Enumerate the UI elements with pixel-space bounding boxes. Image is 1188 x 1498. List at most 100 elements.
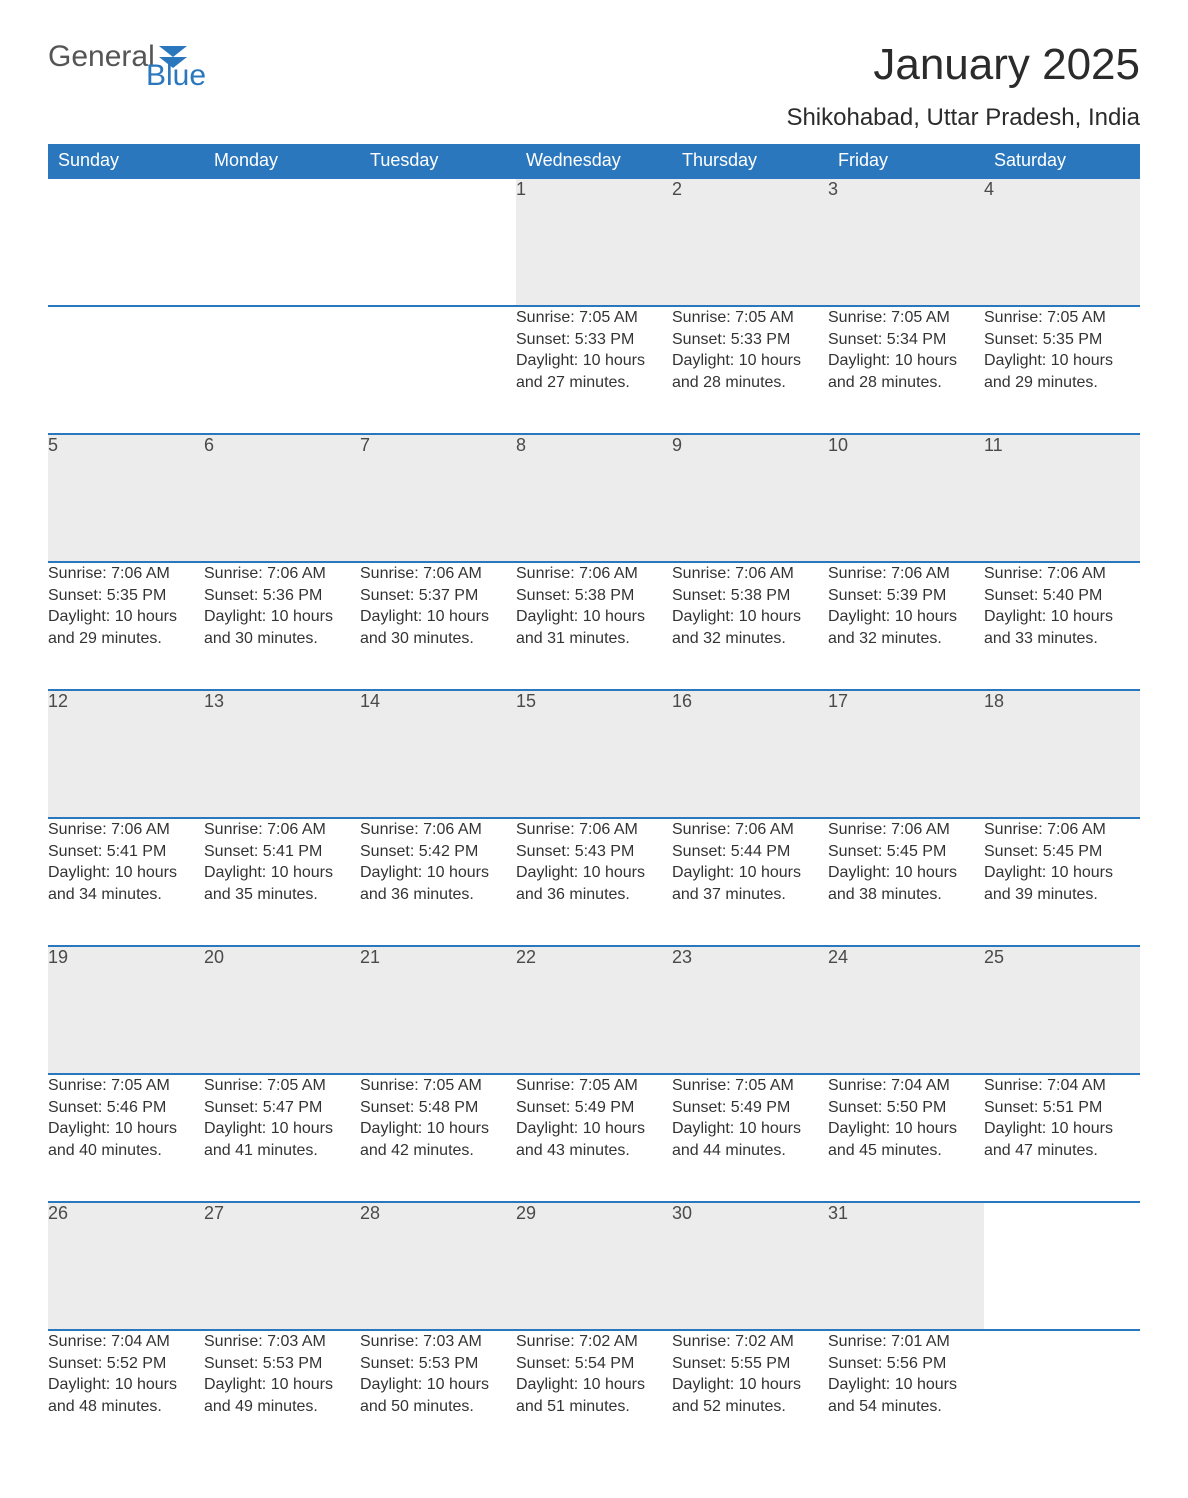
- day-number-cell: [984, 1202, 1140, 1330]
- brand-logo: General Blue: [48, 40, 193, 74]
- col-sunday: Sunday: [48, 144, 204, 178]
- week-daynum-row: 567891011: [48, 434, 1140, 562]
- daylight-line: Daylight: 10 hours and 33 minutes.: [984, 606, 1140, 649]
- sunset-line: Sunset: 5:55 PM: [672, 1353, 828, 1375]
- sunset-line: Sunset: 5:39 PM: [828, 585, 984, 607]
- day-content-cell: Sunrise: 7:04 AMSunset: 5:52 PMDaylight:…: [48, 1330, 204, 1458]
- day-content-cell: Sunrise: 7:05 AMSunset: 5:33 PMDaylight:…: [672, 306, 828, 434]
- sunrise-line: Sunrise: 7:06 AM: [828, 563, 984, 585]
- daylight-line: Daylight: 10 hours and 42 minutes.: [360, 1118, 516, 1161]
- daylight-line: Daylight: 10 hours and 48 minutes.: [48, 1374, 204, 1417]
- sunrise-line: Sunrise: 7:06 AM: [984, 563, 1140, 585]
- title-block: January 2025 Shikohabad, Uttar Pradesh, …: [786, 40, 1140, 144]
- sunset-line: Sunset: 5:56 PM: [828, 1353, 984, 1375]
- daylight-line: Daylight: 10 hours and 28 minutes.: [672, 350, 828, 393]
- day-header-row: Sunday Monday Tuesday Wednesday Thursday…: [48, 144, 1140, 178]
- col-friday: Friday: [828, 144, 984, 178]
- week-content-row: Sunrise: 7:06 AMSunset: 5:41 PMDaylight:…: [48, 818, 1140, 946]
- sunrise-line: Sunrise: 7:05 AM: [204, 1075, 360, 1097]
- day-number-cell: 28: [360, 1202, 516, 1330]
- daylight-line: Daylight: 10 hours and 28 minutes.: [828, 350, 984, 393]
- sunrise-line: Sunrise: 7:05 AM: [672, 1075, 828, 1097]
- calendar-table: Sunday Monday Tuesday Wednesday Thursday…: [48, 144, 1140, 1458]
- sunset-line: Sunset: 5:52 PM: [48, 1353, 204, 1375]
- day-number-cell: 25: [984, 946, 1140, 1074]
- week-content-row: Sunrise: 7:05 AMSunset: 5:33 PMDaylight:…: [48, 306, 1140, 434]
- sunset-line: Sunset: 5:41 PM: [204, 841, 360, 863]
- day-content-cell: Sunrise: 7:04 AMSunset: 5:51 PMDaylight:…: [984, 1074, 1140, 1202]
- daylight-line: Daylight: 10 hours and 36 minutes.: [516, 862, 672, 905]
- sunset-line: Sunset: 5:38 PM: [516, 585, 672, 607]
- day-content-cell: Sunrise: 7:02 AMSunset: 5:54 PMDaylight:…: [516, 1330, 672, 1458]
- sunset-line: Sunset: 5:54 PM: [516, 1353, 672, 1375]
- week-content-row: Sunrise: 7:04 AMSunset: 5:52 PMDaylight:…: [48, 1330, 1140, 1458]
- day-number-cell: [204, 178, 360, 306]
- day-content-cell: Sunrise: 7:05 AMSunset: 5:48 PMDaylight:…: [360, 1074, 516, 1202]
- day-number-cell: 24: [828, 946, 984, 1074]
- week-daynum-row: 19202122232425: [48, 946, 1140, 1074]
- sunrise-line: Sunrise: 7:06 AM: [360, 819, 516, 841]
- day-number-cell: 11: [984, 434, 1140, 562]
- day-number-cell: 1: [516, 178, 672, 306]
- sunset-line: Sunset: 5:45 PM: [984, 841, 1140, 863]
- daylight-line: Daylight: 10 hours and 39 minutes.: [984, 862, 1140, 905]
- sunrise-line: Sunrise: 7:06 AM: [672, 819, 828, 841]
- sunrise-line: Sunrise: 7:02 AM: [672, 1331, 828, 1353]
- daylight-line: Daylight: 10 hours and 30 minutes.: [204, 606, 360, 649]
- day-number-cell: 9: [672, 434, 828, 562]
- daylight-line: Daylight: 10 hours and 37 minutes.: [672, 862, 828, 905]
- day-content-cell: Sunrise: 7:04 AMSunset: 5:50 PMDaylight:…: [828, 1074, 984, 1202]
- day-number-cell: 31: [828, 1202, 984, 1330]
- day-content-cell: Sunrise: 7:06 AMSunset: 5:41 PMDaylight:…: [48, 818, 204, 946]
- sunrise-line: Sunrise: 7:05 AM: [828, 307, 984, 329]
- sunset-line: Sunset: 5:50 PM: [828, 1097, 984, 1119]
- week-content-row: Sunrise: 7:06 AMSunset: 5:35 PMDaylight:…: [48, 562, 1140, 690]
- day-number-cell: 22: [516, 946, 672, 1074]
- sunrise-line: Sunrise: 7:05 AM: [516, 1075, 672, 1097]
- sunrise-line: Sunrise: 7:03 AM: [360, 1331, 516, 1353]
- daylight-line: Daylight: 10 hours and 32 minutes.: [672, 606, 828, 649]
- sunrise-line: Sunrise: 7:03 AM: [204, 1331, 360, 1353]
- sunset-line: Sunset: 5:43 PM: [516, 841, 672, 863]
- sunrise-line: Sunrise: 7:06 AM: [672, 563, 828, 585]
- daylight-line: Daylight: 10 hours and 49 minutes.: [204, 1374, 360, 1417]
- daylight-line: Daylight: 10 hours and 40 minutes.: [48, 1118, 204, 1161]
- day-content-cell: [48, 306, 204, 434]
- sunset-line: Sunset: 5:33 PM: [516, 329, 672, 351]
- day-number-cell: 13: [204, 690, 360, 818]
- daylight-line: Daylight: 10 hours and 51 minutes.: [516, 1374, 672, 1417]
- sunset-line: Sunset: 5:51 PM: [984, 1097, 1140, 1119]
- day-content-cell: Sunrise: 7:06 AMSunset: 5:45 PMDaylight:…: [828, 818, 984, 946]
- week-daynum-row: 12131415161718: [48, 690, 1140, 818]
- day-content-cell: Sunrise: 7:06 AMSunset: 5:38 PMDaylight:…: [516, 562, 672, 690]
- day-content-cell: Sunrise: 7:02 AMSunset: 5:55 PMDaylight:…: [672, 1330, 828, 1458]
- day-number-cell: 7: [360, 434, 516, 562]
- day-content-cell: Sunrise: 7:03 AMSunset: 5:53 PMDaylight:…: [204, 1330, 360, 1458]
- sunset-line: Sunset: 5:41 PM: [48, 841, 204, 863]
- sunset-line: Sunset: 5:34 PM: [828, 329, 984, 351]
- day-content-cell: Sunrise: 7:05 AMSunset: 5:47 PMDaylight:…: [204, 1074, 360, 1202]
- sunrise-line: Sunrise: 7:06 AM: [204, 563, 360, 585]
- day-content-cell: Sunrise: 7:05 AMSunset: 5:46 PMDaylight:…: [48, 1074, 204, 1202]
- daylight-line: Daylight: 10 hours and 43 minutes.: [516, 1118, 672, 1161]
- brand-part1: General: [48, 40, 155, 74]
- sunset-line: Sunset: 5:37 PM: [360, 585, 516, 607]
- day-content-cell: Sunrise: 7:05 AMSunset: 5:49 PMDaylight:…: [516, 1074, 672, 1202]
- sunrise-line: Sunrise: 7:05 AM: [360, 1075, 516, 1097]
- daylight-line: Daylight: 10 hours and 27 minutes.: [516, 350, 672, 393]
- daylight-line: Daylight: 10 hours and 32 minutes.: [828, 606, 984, 649]
- daylight-line: Daylight: 10 hours and 41 minutes.: [204, 1118, 360, 1161]
- day-number-cell: [360, 178, 516, 306]
- day-number-cell: 20: [204, 946, 360, 1074]
- day-number-cell: 27: [204, 1202, 360, 1330]
- day-content-cell: Sunrise: 7:05 AMSunset: 5:34 PMDaylight:…: [828, 306, 984, 434]
- day-content-cell: Sunrise: 7:05 AMSunset: 5:49 PMDaylight:…: [672, 1074, 828, 1202]
- sunset-line: Sunset: 5:33 PM: [672, 329, 828, 351]
- day-number-cell: 15: [516, 690, 672, 818]
- day-content-cell: Sunrise: 7:06 AMSunset: 5:43 PMDaylight:…: [516, 818, 672, 946]
- day-content-cell: Sunrise: 7:06 AMSunset: 5:44 PMDaylight:…: [672, 818, 828, 946]
- sunrise-line: Sunrise: 7:06 AM: [984, 819, 1140, 841]
- day-number-cell: 30: [672, 1202, 828, 1330]
- day-content-cell: Sunrise: 7:06 AMSunset: 5:41 PMDaylight:…: [204, 818, 360, 946]
- sunrise-line: Sunrise: 7:05 AM: [48, 1075, 204, 1097]
